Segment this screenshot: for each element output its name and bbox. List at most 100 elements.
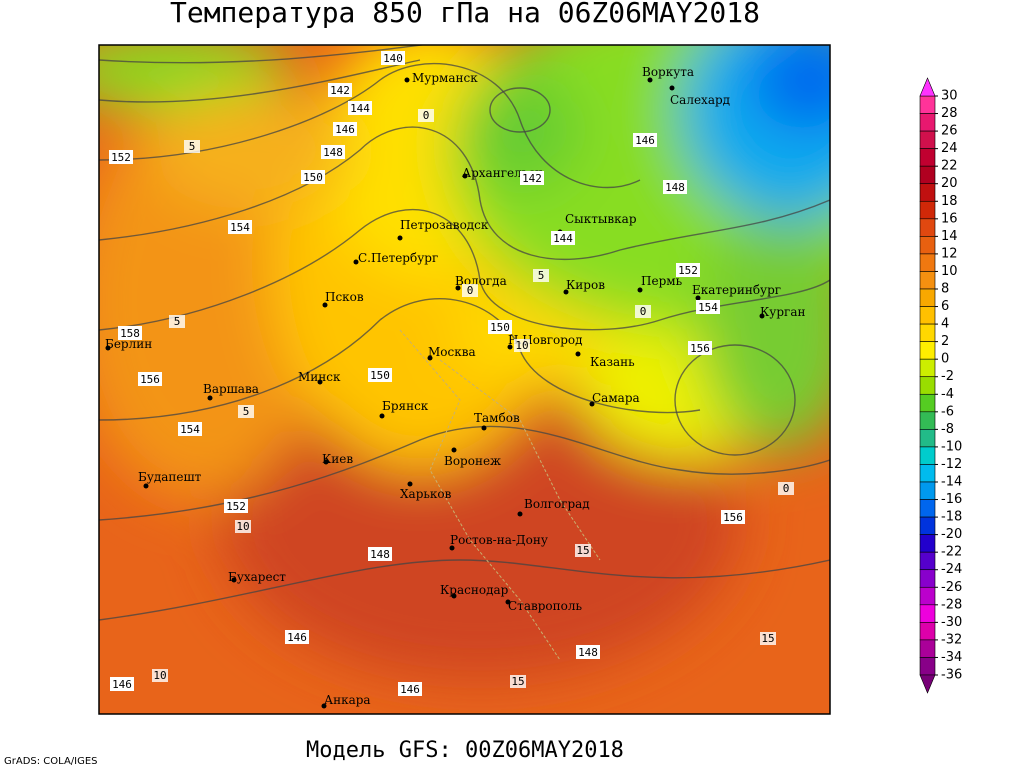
colorbar-under <box>919 674 936 694</box>
height-label: 142 <box>330 84 350 97</box>
city-label: Екатеринбург <box>692 283 781 297</box>
colorbar-label: -22 <box>941 545 962 560</box>
height-label-box <box>285 630 309 644</box>
city-dot <box>322 302 328 308</box>
height-label: 156 <box>140 373 160 386</box>
city-label: Сыктывкар <box>565 212 637 226</box>
height-label: 150 <box>370 369 390 382</box>
height-label: 156 <box>690 342 710 355</box>
city-dot <box>353 259 359 265</box>
city-label: Анкара <box>324 693 371 707</box>
height-label-box <box>696 300 720 314</box>
temperature-label: 10 <box>153 669 166 682</box>
temperature-label: 5 <box>174 315 181 328</box>
colorbar-label: 20 <box>941 176 958 191</box>
city-label: Харьков <box>400 487 452 501</box>
city-dot <box>451 593 457 599</box>
city-dot <box>321 703 327 709</box>
colorbar-swatch <box>919 236 936 255</box>
colorbar-swatch <box>919 622 936 641</box>
city-label: Москва <box>428 345 476 359</box>
city-label: Тамбов <box>474 411 520 425</box>
colorbar-swatch <box>919 148 936 167</box>
city-label: Берлин <box>105 337 152 351</box>
city-label: Киев <box>322 452 353 466</box>
temperature-label: 15 <box>511 675 524 688</box>
colorbar-label: -16 <box>941 492 962 507</box>
colorbar-swatch <box>919 376 936 395</box>
city-label: Варшава <box>203 382 259 396</box>
temperature-label-box <box>778 482 794 495</box>
temperature-label: 5 <box>189 140 196 153</box>
height-label: 152 <box>111 151 131 164</box>
temperature-label: 5 <box>538 269 545 282</box>
city-label: Псков <box>325 290 364 304</box>
height-label: 148 <box>323 146 343 159</box>
temperature-label-box <box>533 269 549 282</box>
height-label: 146 <box>335 123 355 136</box>
colorbar-label: 8 <box>941 282 949 297</box>
colorbar-label: 26 <box>941 124 958 139</box>
city-label: Брянск <box>382 399 429 413</box>
colorbar-swatch <box>919 358 936 378</box>
city-dot <box>507 344 513 350</box>
colorbar: 302826242220181614121086420-2-4-6-8-10-1… <box>919 77 962 694</box>
colorbar-label: -24 <box>941 562 962 577</box>
temperature-label-box <box>184 140 200 153</box>
height-label: 158 <box>120 327 140 340</box>
city-dot <box>105 345 111 351</box>
map <box>99 45 830 714</box>
city-dot <box>143 483 149 489</box>
city-label: Минск <box>298 370 341 384</box>
colorbar-label: -28 <box>941 597 962 612</box>
colorbar-swatch <box>919 411 936 430</box>
colorbar-swatch <box>919 95 936 114</box>
city-dot <box>505 599 511 605</box>
temperature-label-box <box>169 315 185 328</box>
height-label: 154 <box>180 423 200 436</box>
city-dot <box>323 459 329 465</box>
credit: GrADS: COLA/IGES <box>4 756 98 767</box>
city-dot <box>449 545 455 551</box>
height-label-box <box>368 368 392 382</box>
colorbar-label: -2 <box>941 369 954 384</box>
height-label-box <box>109 150 133 164</box>
temperature-label-box <box>152 669 168 682</box>
map-frame <box>98 44 831 715</box>
colorbar-label: 22 <box>941 159 958 174</box>
city-dot <box>669 85 675 91</box>
temperature-label-box <box>514 339 530 352</box>
colorbar-swatch <box>919 341 936 360</box>
colorbar-label: -10 <box>941 439 962 454</box>
temperature-label-box <box>235 520 251 533</box>
height-label-box <box>368 547 392 561</box>
colorbar-swatch <box>919 113 936 132</box>
height-label-box <box>688 341 712 355</box>
city-dot <box>404 77 410 83</box>
city-dot <box>379 413 385 419</box>
colorbar-label: -26 <box>941 580 962 595</box>
height-label: 152 <box>678 264 698 277</box>
colorbar-swatch <box>919 481 936 500</box>
city-dot <box>455 285 461 291</box>
colorbar-label: -12 <box>941 457 962 472</box>
model-caption: Модель GFS: 00Z06MAY2018 <box>306 738 624 763</box>
temperature-label: 10 <box>236 520 249 533</box>
colorbar-swatch <box>919 306 936 325</box>
temperature-label: 15 <box>576 544 589 557</box>
colorbar-label: -14 <box>941 475 962 490</box>
temperature-label-box <box>635 305 651 318</box>
colorbar-swatch <box>919 271 936 290</box>
temperature-label: 0 <box>640 305 647 318</box>
height-label-box <box>348 101 372 115</box>
temperature-label-box <box>510 675 526 688</box>
colorbar-label: 16 <box>941 211 958 226</box>
contour-labels: 1401421441461481501521541561541521501501… <box>109 51 794 696</box>
city-dot <box>407 481 413 487</box>
city-dot <box>589 401 595 407</box>
temperature-label-box <box>760 632 776 645</box>
colorbar-swatch <box>919 551 936 571</box>
temperature-label: 5 <box>243 405 250 418</box>
temperature-label-box <box>418 109 434 122</box>
height-label: 148 <box>578 646 598 659</box>
